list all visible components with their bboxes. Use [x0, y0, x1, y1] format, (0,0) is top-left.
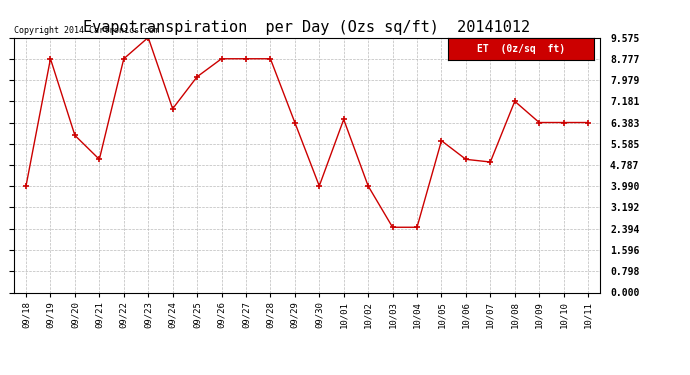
Text: Copyright 2014 Cartronics.com: Copyright 2014 Cartronics.com	[14, 26, 159, 35]
Title: Evapotranspiration  per Day (Ozs sq/ft)  20141012: Evapotranspiration per Day (Ozs sq/ft) 2…	[83, 20, 531, 35]
